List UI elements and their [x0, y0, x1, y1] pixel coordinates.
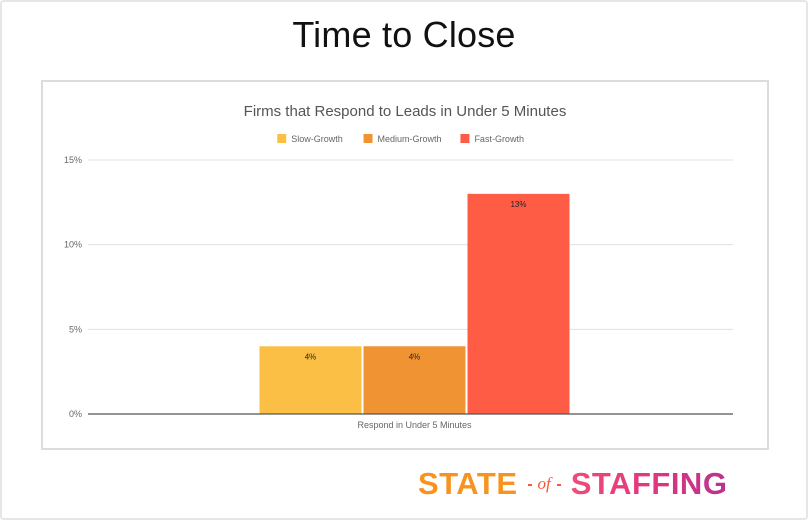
data-label: 4%: [305, 352, 317, 361]
bar-fast-growth: [467, 193, 570, 414]
x-category-label: Respond in Under 5 Minutes: [357, 420, 472, 430]
data-label: 4%: [409, 352, 421, 361]
legend-swatch-medium-growth: [363, 134, 373, 143]
slide-title: Time to Close: [292, 14, 516, 55]
legend-label-slow-growth: Slow-Growth: [291, 134, 343, 144]
legend-label-medium-growth: Medium-Growth: [378, 134, 442, 144]
chart-title: Firms that Respond to Leads in Under 5 M…: [244, 103, 567, 120]
legend-swatch-slow-growth: [277, 134, 287, 143]
y-tick-label: 15%: [64, 155, 82, 165]
brand-word-staffing: STAFFING: [570, 466, 728, 501]
bar-slow-growth: [259, 346, 362, 414]
legend-swatch-fast-growth: [460, 134, 470, 143]
chart-card: Firms that Respond to Leads in Under 5 M…: [41, 80, 769, 450]
y-tick-label: 0%: [69, 409, 82, 419]
bar-medium-growth: [363, 346, 466, 414]
bar-chart: Firms that Respond to Leads in Under 5 M…: [64, 103, 733, 430]
y-tick-label: 5%: [69, 324, 82, 334]
brand-connector: of: [527, 474, 561, 494]
legend-label-fast-growth: Fast-Growth: [474, 134, 524, 144]
brand-word-state: STATE: [418, 466, 518, 501]
data-label: 13%: [510, 200, 526, 209]
brand-logo: STATE of STAFFING: [418, 464, 727, 504]
y-tick-label: 10%: [64, 240, 82, 250]
